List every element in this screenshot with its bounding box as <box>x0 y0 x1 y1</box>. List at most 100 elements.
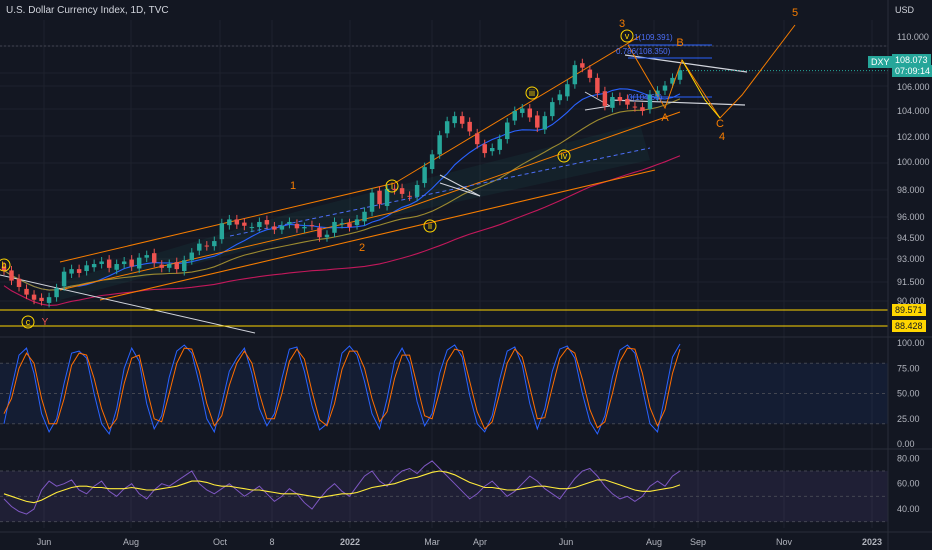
candle-body <box>377 190 382 205</box>
candle-body <box>617 97 623 101</box>
time-tick-label: 2022 <box>340 537 360 547</box>
candle-body <box>324 234 330 238</box>
projection-path <box>627 24 796 119</box>
candle-body <box>407 195 412 197</box>
candle-body <box>587 69 593 78</box>
price-tick-label: 98.000 <box>897 185 925 195</box>
stoch-tick-label: 50.00 <box>897 389 920 399</box>
wave-label-circled: iii <box>529 88 535 98</box>
wave-label-circled-ring <box>423 219 437 233</box>
candle-body <box>369 192 375 212</box>
candle-body <box>452 116 457 124</box>
candle-body <box>647 94 653 110</box>
candle-body <box>384 188 390 207</box>
candle-body <box>294 223 300 229</box>
candle-body <box>257 221 262 228</box>
rsi-tick-label: 40.00 <box>897 504 920 514</box>
candle-body <box>580 63 585 68</box>
fib-label: 1(109.391) <box>634 33 673 42</box>
candle-body <box>189 252 195 261</box>
stoch-d-line <box>3 347 681 430</box>
level-tag-89: 89.571 <box>892 304 926 316</box>
candles <box>1 58 683 308</box>
channel-lower-2 <box>394 111 681 213</box>
candle-body <box>309 225 315 227</box>
time-tick-label: 2023 <box>862 537 882 547</box>
candle-body <box>602 91 608 106</box>
candle-body <box>354 219 360 226</box>
candle-body <box>474 133 480 145</box>
candle-body <box>182 260 187 272</box>
candle-body <box>527 108 533 118</box>
candle-body <box>1 266 7 271</box>
wave-label-orange: 5 <box>792 7 798 19</box>
rsi-tick-label: 80.00 <box>897 453 920 463</box>
candle-body <box>242 222 247 226</box>
wave-label-circled: i <box>391 181 393 191</box>
candle-body <box>69 269 74 274</box>
wave-label-circled-ring <box>0 258 11 272</box>
rsi-pane <box>0 460 888 523</box>
grid-lines <box>0 20 888 528</box>
ma-mid-line <box>3 98 681 291</box>
price-tick-label: 93.000 <box>897 254 925 264</box>
price-tick-label: 106.000 <box>897 82 930 92</box>
candle-body <box>264 220 270 225</box>
wave-label-circled-ring <box>620 29 634 43</box>
candle-body <box>136 257 142 269</box>
candle-body <box>632 106 638 108</box>
stochastic-pane <box>0 343 888 435</box>
time-tick-label: Apr <box>473 537 487 547</box>
candle-body <box>76 269 82 273</box>
projection-c-leg <box>681 59 721 119</box>
candle-body <box>249 227 255 229</box>
wave-label-circled: c <box>26 317 31 327</box>
wave-label-orange: 1 <box>290 180 296 192</box>
candle-body <box>677 70 683 80</box>
time-tick-label: Aug <box>123 537 139 547</box>
candle-body <box>565 84 570 97</box>
candle-body <box>106 259 112 268</box>
wave-label-orange: 3 <box>619 18 625 30</box>
candle-body <box>227 219 232 226</box>
candle-body <box>662 85 668 91</box>
candle-body <box>16 278 22 287</box>
wave-label-orange: A <box>661 112 669 124</box>
candle-body <box>557 94 563 101</box>
candle-body <box>489 148 495 152</box>
time-tick-label: Aug <box>646 537 662 547</box>
candle-body <box>197 243 202 251</box>
candle-body <box>144 255 149 258</box>
channel-base <box>99 169 656 301</box>
time-tick-label: 8 <box>269 537 274 547</box>
ma-short-line <box>3 88 681 291</box>
candle-body <box>444 121 450 134</box>
candle-body <box>31 294 37 300</box>
candle-body <box>84 265 89 272</box>
candle-body <box>572 65 578 85</box>
candle-body <box>542 116 548 130</box>
price-tick-label: 110.000 <box>897 32 929 42</box>
countdown-tag: 07:09:14 <box>892 65 932 77</box>
rsi-ma-line <box>3 470 681 504</box>
candle-body <box>219 223 225 240</box>
candle-body <box>610 97 615 108</box>
ma-long-line <box>3 155 681 306</box>
wave-channel-lines <box>0 35 748 334</box>
wave-label-circled-ring <box>525 86 539 100</box>
price-tick-label: 100.000 <box>897 157 930 167</box>
price-tick-label: 91.500 <box>897 277 925 287</box>
candle-body <box>339 223 345 225</box>
candle-body <box>212 241 217 247</box>
candle-body <box>497 139 502 150</box>
candle-body <box>332 221 337 233</box>
candle-body <box>414 184 420 197</box>
triangle-upper <box>439 174 481 197</box>
candle-body <box>640 107 645 112</box>
candle-body <box>159 264 164 268</box>
candle-body <box>467 121 472 132</box>
symbol-tag: DXY <box>868 56 893 68</box>
candle-body <box>9 270 14 281</box>
wave-projection <box>627 24 796 119</box>
